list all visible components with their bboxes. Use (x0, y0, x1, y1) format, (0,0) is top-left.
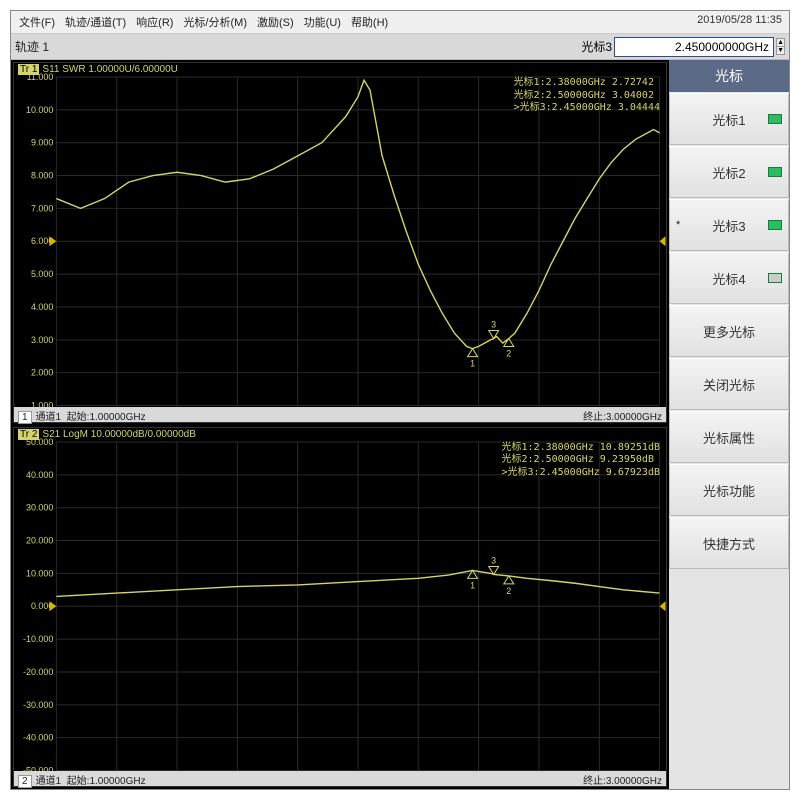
chart2: 50.00040.00030.00020.00010.0000.000-10.0… (13, 427, 667, 788)
svg-text:20.000: 20.000 (26, 535, 53, 545)
side-button[interactable]: 光标属性 (669, 411, 789, 463)
menu-item[interactable]: 光标/分析(M) (179, 13, 251, 31)
chart1: 11.00010.0009.0008.0007.0006.0005.0004.0… (13, 62, 667, 423)
menubar: 文件(F)轨迹/通道(T)响应(R)光标/分析(M)激励(S)功能(U)帮助(H… (11, 11, 789, 34)
menu-item[interactable]: 文件(F) (15, 13, 59, 31)
side-button[interactable]: 光标2 (669, 146, 789, 198)
svg-text:2: 2 (506, 348, 511, 358)
chart1-foot: 1通道1 起始:1.00000GHz 终止:3.00000GHz (14, 407, 666, 422)
svg-text:40.000: 40.000 (26, 469, 53, 479)
trace-label: 轨迹 1 (15, 38, 49, 55)
menu-item[interactable]: 响应(R) (132, 13, 177, 31)
chart2-foot: 2通道1 起始:1.00000GHz 终止:3.00000GHz (14, 771, 666, 786)
svg-text:3: 3 (491, 555, 496, 565)
side-button[interactable]: 更多光标 (669, 305, 789, 357)
chart1-svg: 11.00010.0009.0008.0007.0006.0005.0004.0… (14, 63, 666, 422)
side-button[interactable]: 光标1 (669, 93, 789, 145)
plots: 11.00010.0009.0008.0007.0006.0005.0004.0… (11, 60, 669, 789)
svg-text:30.000: 30.000 (26, 502, 53, 512)
menu-item[interactable]: 激励(S) (253, 13, 298, 31)
marker-label: 光标3 (581, 38, 612, 55)
svg-text:9.000: 9.000 (31, 138, 53, 148)
datetime: 2019/05/28 11:35 (697, 14, 782, 26)
svg-text:-30.000: -30.000 (23, 699, 53, 709)
side-button[interactable]: 光标4 (669, 252, 789, 304)
svg-text:3.000: 3.000 (31, 335, 53, 345)
svg-text:8.000: 8.000 (31, 171, 53, 181)
side-button[interactable]: 快捷方式 (669, 517, 789, 569)
svg-text:7.000: 7.000 (31, 203, 53, 213)
svg-text:4.000: 4.000 (31, 302, 53, 312)
svg-text:5.000: 5.000 (31, 269, 53, 279)
menu-item[interactable]: 帮助(H) (347, 13, 392, 31)
svg-text:-10.000: -10.000 (23, 634, 53, 644)
svg-text:2: 2 (506, 585, 511, 595)
svg-text:11.000: 11.000 (27, 72, 54, 82)
side-button[interactable]: 关闭光标 (669, 358, 789, 410)
svg-text:3: 3 (491, 320, 496, 330)
svg-text:-20.000: -20.000 (23, 666, 53, 676)
menu-item[interactable]: 功能(U) (300, 13, 345, 31)
svg-text:50.000: 50.000 (26, 436, 53, 446)
freq-box: 光标3 ▲▼ (581, 37, 785, 57)
chart1-markers: 光标1:2.38000GHz 2.72742光标2:2.50000GHz 3.0… (514, 77, 660, 115)
sidepanel: 光标 光标1光标2光标3*光标4更多光标关闭光标光标属性光标功能快捷方式 (669, 60, 789, 789)
svg-text:1: 1 (470, 580, 475, 590)
stepper-icon[interactable]: ▲▼ (776, 38, 785, 55)
main: 11.00010.0009.0008.0007.0006.0005.0004.0… (11, 60, 789, 789)
svg-text:1: 1 (470, 359, 475, 369)
svg-text:2.000: 2.000 (31, 368, 53, 378)
side-button[interactable]: 光标功能 (669, 464, 789, 516)
side-button[interactable]: 光标3* (669, 199, 789, 251)
svg-text:10.000: 10.000 (26, 568, 53, 578)
app-root: 2019/05/28 11:35 文件(F)轨迹/通道(T)响应(R)光标/分析… (0, 0, 800, 800)
chart2-markers: 光标1:2.38000GHz 10.89251dB光标2:2.50000GHz … (502, 442, 660, 480)
freq-input[interactable] (614, 37, 774, 57)
window: 文件(F)轨迹/通道(T)响应(R)光标/分析(M)激励(S)功能(U)帮助(H… (10, 10, 790, 790)
side-title: 光标 (669, 60, 789, 92)
svg-text:10.000: 10.000 (26, 105, 53, 115)
menu-item[interactable]: 轨迹/通道(T) (61, 13, 130, 31)
toolbar: 轨迹 1 光标3 ▲▼ (11, 34, 789, 60)
svg-text:-40.000: -40.000 (23, 732, 53, 742)
chart2-svg: 50.00040.00030.00020.00010.0000.000-10.0… (14, 428, 666, 787)
